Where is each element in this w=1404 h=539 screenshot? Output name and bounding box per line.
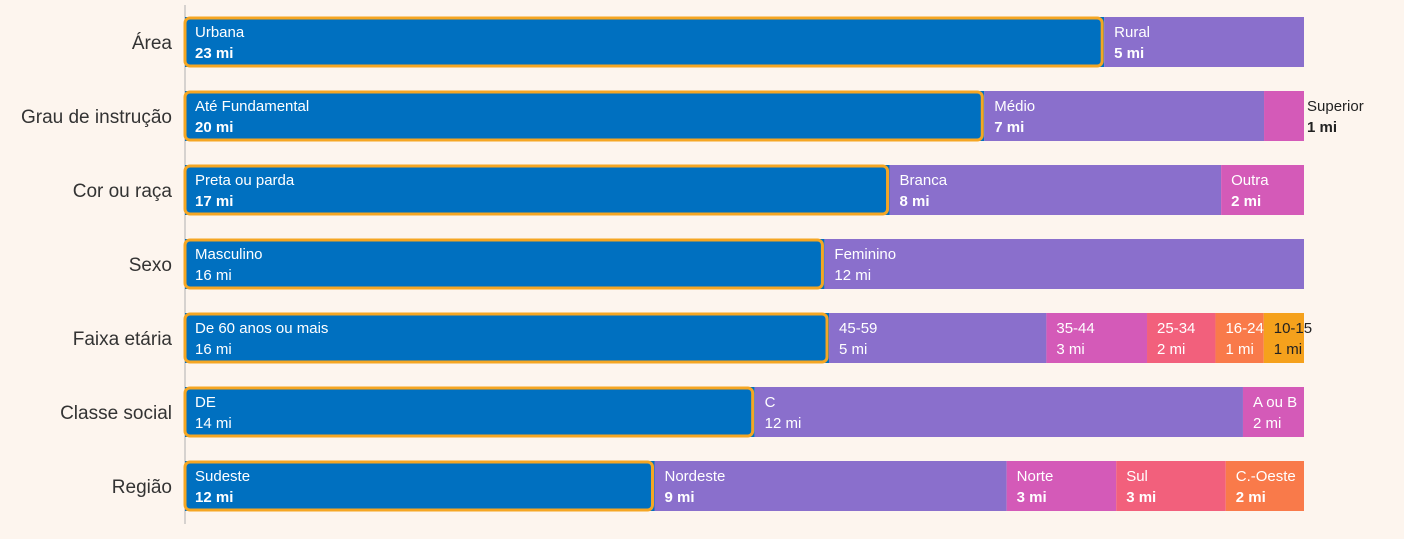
segment-value-label: 3 mi — [1056, 341, 1084, 358]
segment-value-label: 2 mi — [1157, 341, 1185, 358]
segment-label: 16-24 — [1225, 320, 1263, 337]
segment-label: Branca — [900, 172, 948, 189]
segment-value-label: 20 mi — [195, 119, 233, 136]
bar-segment[interactable] — [1116, 461, 1226, 511]
segment-label: Rural — [1114, 24, 1150, 41]
segment-value-label: 1 mi — [1307, 119, 1337, 136]
bar-segment[interactable] — [654, 461, 1007, 511]
bar-segment[interactable] — [185, 17, 1105, 67]
bar-segment[interactable] — [1221, 165, 1304, 215]
row-label: Faixa etária — [73, 329, 173, 350]
segment-label: 10-15 — [1274, 320, 1312, 337]
bar-segment[interactable] — [1006, 461, 1117, 511]
segment-value-label: 5 mi — [839, 341, 867, 358]
bar-segment[interactable] — [1263, 313, 1304, 363]
highlight-outline — [183, 164, 890, 216]
segment-value-label: 23 mi — [195, 45, 233, 62]
bar-segment[interactable] — [185, 239, 825, 289]
highlight-outline — [183, 238, 824, 290]
segment-value-label: 9 mi — [665, 489, 695, 506]
row-label: Área — [132, 33, 173, 54]
bar-segment[interactable] — [185, 387, 755, 437]
segment-label: Sudeste — [195, 468, 250, 485]
segment-value-label: 1 mi — [1225, 341, 1253, 358]
segment-label: De 60 anos ou mais — [195, 320, 328, 337]
segment-value-label: 5 mi — [1114, 45, 1144, 62]
bar-segment[interactable] — [185, 313, 830, 363]
row-label: Cor ou raça — [73, 181, 173, 202]
row-label: Grau de instrução — [21, 107, 172, 128]
segment-value-label: 16 mi — [195, 267, 232, 284]
segment-label: Médio — [994, 98, 1035, 115]
segment-label: 45-59 — [839, 320, 877, 337]
segment-value-label: 17 mi — [195, 193, 233, 210]
highlight-outline — [183, 386, 755, 438]
bar-segment[interactable] — [1046, 313, 1148, 363]
segment-value-label: 8 mi — [900, 193, 930, 210]
row-label: Região — [112, 477, 172, 498]
segment-label: C.-Oeste — [1236, 468, 1296, 485]
segment-label: Norte — [1017, 468, 1054, 485]
bar-segment[interactable] — [1225, 461, 1304, 511]
segment-label: Superior — [1307, 98, 1364, 115]
segment-label: Feminino — [834, 246, 896, 263]
segment-value-label: 2 mi — [1253, 415, 1281, 432]
bar-segment[interactable] — [754, 387, 1243, 437]
segment-label: Sul — [1126, 468, 1148, 485]
segment-label: Preta ou parda — [195, 172, 295, 189]
segment-value-label: 14 mi — [195, 415, 232, 432]
row-label: Classe social — [60, 403, 172, 424]
segment-label: Outra — [1231, 172, 1269, 189]
bar-segment[interactable] — [185, 165, 890, 215]
segment-value-label: 12 mi — [834, 267, 871, 284]
bar-segment[interactable] — [984, 91, 1265, 141]
segment-label: DE — [195, 394, 216, 411]
segment-label: Masculino — [195, 246, 263, 263]
segment-label: Urbana — [195, 24, 245, 41]
bar-segment[interactable] — [185, 461, 655, 511]
bar-segment[interactable] — [1147, 313, 1216, 363]
row-label: Sexo — [129, 255, 172, 276]
segment-value-label: 1 mi — [1274, 341, 1302, 358]
bar-segment[interactable] — [185, 91, 985, 141]
segment-label: C — [765, 394, 776, 411]
segment-value-label: 2 mi — [1236, 489, 1266, 506]
segment-value-label: 12 mi — [765, 415, 802, 432]
segment-label: 25-34 — [1157, 320, 1195, 337]
segment-label: Até Fundamental — [195, 98, 309, 115]
segment-value-label: 2 mi — [1231, 193, 1261, 210]
highlight-outline — [183, 460, 655, 512]
segment-label: A ou B — [1253, 394, 1297, 411]
bar-segment[interactable] — [829, 313, 1047, 363]
segment-value-label: 7 mi — [994, 119, 1024, 136]
segment-value-label: 3 mi — [1017, 489, 1047, 506]
segment-value-label: 12 mi — [195, 489, 233, 506]
bar-segment[interactable] — [1242, 387, 1304, 437]
segment-label: Nordeste — [665, 468, 726, 485]
bar-segment[interactable] — [824, 239, 1304, 289]
bar-segment[interactable] — [1104, 17, 1304, 67]
segment-value-label: 3 mi — [1126, 489, 1156, 506]
bar-segment[interactable] — [1264, 91, 1304, 141]
segment-value-label: 16 mi — [195, 341, 232, 358]
highlight-outline — [183, 16, 1104, 68]
highlight-outline — [183, 90, 984, 142]
bar-segment[interactable] — [889, 165, 1222, 215]
highlight-outline — [183, 312, 829, 364]
segment-label: 35-44 — [1056, 320, 1094, 337]
bar-segment[interactable] — [1215, 313, 1264, 363]
